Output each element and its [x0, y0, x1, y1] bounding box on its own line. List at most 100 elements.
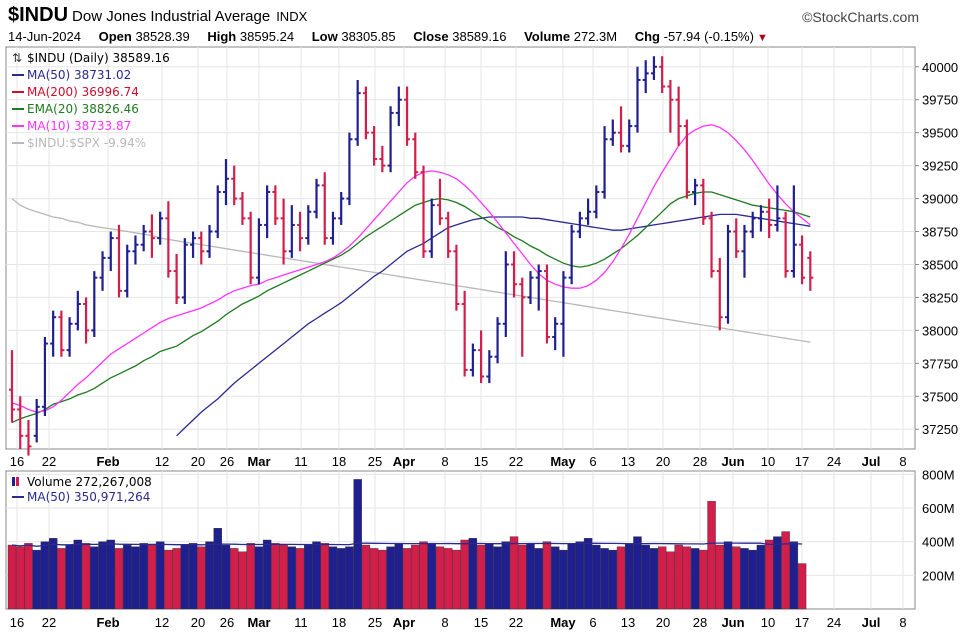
ohlc-bar	[543, 264, 550, 344]
volume-bar	[114, 548, 124, 610]
ohlc-bar	[395, 86, 402, 127]
volume-xtick-label: 10	[761, 615, 775, 630]
price-xtick-label: 6	[589, 454, 596, 469]
volume-bar	[764, 539, 774, 610]
ohlc-bar	[757, 205, 764, 232]
volume-bar	[427, 543, 436, 610]
legend-entry: MA(50) 350,971,264	[27, 490, 150, 504]
volume-bar	[740, 548, 749, 610]
volume-bar	[476, 544, 486, 610]
ohlc-bar	[173, 253, 180, 305]
ohlc-bar	[247, 211, 254, 285]
ohlc-bar	[83, 297, 90, 344]
volume-bar	[320, 543, 329, 610]
price-ytick-label: 39250	[922, 159, 958, 174]
legend-entry: Volume 272,267,008	[27, 475, 152, 489]
volume-bar	[172, 548, 181, 610]
volume-bar	[32, 549, 41, 610]
ohlc-bar	[264, 185, 271, 239]
ohlc-bar	[214, 185, 221, 239]
volume-ytick-label: 800M	[922, 467, 955, 482]
volume-bar	[690, 548, 700, 610]
price-ytick-label: 39000	[922, 192, 958, 207]
price-ytick-label: 37500	[922, 389, 958, 404]
volume-bar	[139, 543, 148, 610]
volume-bar	[608, 549, 617, 610]
ohlc-bar	[626, 119, 633, 153]
volume-bar	[394, 543, 404, 610]
volume-xtick-label: May	[550, 615, 576, 630]
stockcharts-logo[interactable]: ©StockCharts.com	[802, 9, 919, 25]
ohlc-bar	[140, 224, 147, 252]
ohlc-bar	[708, 211, 715, 278]
volume-bar	[57, 548, 66, 610]
volume-bar	[262, 539, 272, 610]
volume-bar	[732, 546, 741, 610]
ohlc-bar	[33, 398, 40, 443]
volume-bar	[526, 543, 535, 610]
volume-bar	[98, 541, 107, 610]
ohlc-bar	[436, 178, 443, 225]
ohlc-bar	[165, 201, 172, 278]
ohlc-bar	[222, 159, 229, 206]
ohlc-bar	[650, 56, 657, 80]
ohlc-bar	[692, 178, 699, 206]
volume-bar	[674, 544, 683, 610]
volume-bar	[180, 544, 190, 610]
high-label: High	[207, 29, 237, 44]
price-xtick-label: Apr	[393, 454, 415, 469]
volume-bar	[65, 544, 74, 610]
change-value: -57.94 (-0.15%)	[663, 29, 754, 44]
volume-bar	[328, 546, 338, 610]
ohlc-bar	[675, 86, 682, 146]
ohlc-bar	[585, 198, 592, 225]
volume-xtick-label: 15	[474, 615, 488, 630]
volume-bar	[493, 546, 502, 610]
ohlc-bar	[329, 211, 336, 245]
volume-xtick-label: 22	[42, 615, 56, 630]
volume-bar	[254, 546, 264, 610]
ohlc-bar	[502, 251, 509, 337]
volume-bar	[81, 543, 91, 610]
volume-bar	[641, 544, 650, 610]
ohlc-bar	[371, 126, 378, 166]
volume-xtick-label: 12	[155, 615, 169, 630]
ohlc-bar	[552, 317, 559, 351]
price-xtick-label: 28	[693, 454, 707, 469]
volume-xtick-label: 8	[441, 615, 448, 630]
volume-bar	[295, 548, 305, 610]
volume-bar	[48, 538, 58, 610]
quote-line: 14-Jun-2024 Open 38528.39 High 38595.24 …	[8, 29, 768, 44]
ohlc-bar	[799, 235, 806, 285]
index-name: Dow Jones Industrial Average	[72, 8, 271, 25]
ohlc-bar	[634, 66, 641, 133]
ohlc-bar	[807, 251, 814, 291]
volume-bar	[625, 543, 634, 610]
legend-entry: EMA(20) 38826.46	[27, 102, 139, 116]
volume-bar	[452, 549, 461, 610]
open-value: 38528.39	[135, 29, 190, 44]
volume-bar	[518, 544, 527, 610]
low-label: Low	[311, 29, 338, 44]
legend-swatch	[12, 477, 15, 486]
volume-bar	[748, 549, 757, 610]
ohlc-bar	[527, 271, 534, 305]
volume-bar	[164, 549, 173, 610]
volume-bar	[361, 544, 371, 610]
volume-xtick-label: 20	[656, 615, 670, 630]
volume-xtick-label: Feb	[96, 615, 119, 630]
ohlc-bar	[346, 132, 353, 206]
ohlc-bar	[231, 165, 238, 206]
volume-bar	[534, 548, 543, 610]
volume-xtick-label: 11	[294, 615, 308, 630]
volume-bar	[460, 539, 469, 610]
volume-bar	[188, 543, 198, 610]
ohlc-bar	[321, 172, 328, 245]
volume-bar	[699, 549, 708, 610]
price-xtick-label: 22	[42, 454, 56, 469]
legend-entry: MA(10) 38733.87	[27, 119, 131, 133]
volume-bar	[550, 546, 560, 610]
price-xtick-label: 24	[827, 454, 841, 469]
ohlc-bar	[58, 310, 65, 357]
